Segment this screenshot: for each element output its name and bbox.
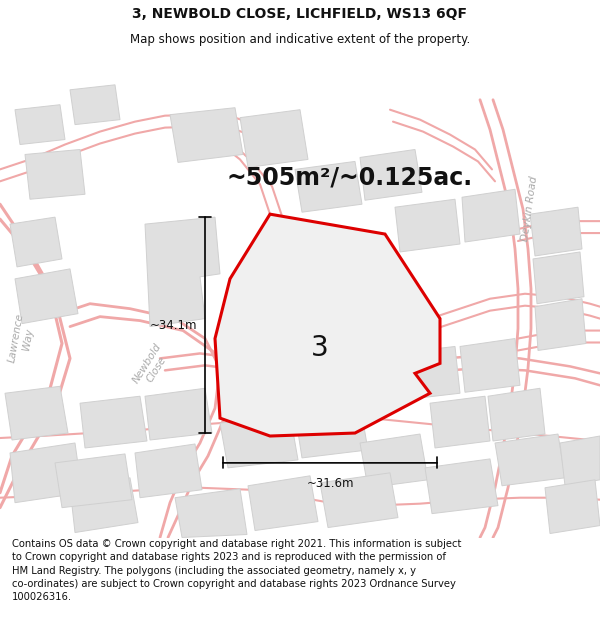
Text: Contains OS data © Crown copyright and database right 2021. This information is : Contains OS data © Crown copyright and d… [12, 539, 461, 602]
Text: ~34.1m: ~34.1m [149, 319, 197, 332]
Text: 3, NEWBOLD CLOSE, LICHFIELD, WS13 6QF: 3, NEWBOLD CLOSE, LICHFIELD, WS13 6QF [133, 7, 467, 21]
Polygon shape [15, 269, 78, 324]
Polygon shape [495, 434, 565, 486]
Polygon shape [145, 388, 212, 440]
Polygon shape [488, 388, 545, 441]
Polygon shape [135, 444, 202, 498]
Polygon shape [260, 279, 325, 334]
Text: Deykin Road: Deykin Road [520, 176, 539, 242]
Polygon shape [170, 107, 243, 162]
Polygon shape [530, 208, 582, 256]
Polygon shape [175, 489, 247, 538]
Text: Map shows position and indicative extent of the property.: Map shows position and indicative extent… [130, 32, 470, 46]
Text: Lawrence
Way: Lawrence Way [7, 312, 37, 365]
Polygon shape [70, 85, 120, 124]
Polygon shape [55, 454, 132, 508]
Polygon shape [395, 199, 460, 252]
Text: Newbold
Close: Newbold Close [131, 341, 173, 391]
Text: ~31.6m: ~31.6m [306, 477, 354, 490]
Polygon shape [460, 339, 520, 392]
Polygon shape [395, 346, 460, 400]
Text: 3: 3 [311, 334, 329, 362]
Polygon shape [10, 443, 82, 503]
Polygon shape [5, 386, 68, 440]
Polygon shape [535, 299, 586, 351]
Text: ~505m²/~0.125ac.: ~505m²/~0.125ac. [227, 166, 473, 189]
Polygon shape [430, 396, 490, 448]
Polygon shape [295, 404, 368, 458]
Polygon shape [10, 217, 62, 267]
Polygon shape [360, 149, 422, 200]
Polygon shape [360, 434, 428, 488]
Polygon shape [545, 480, 600, 534]
Polygon shape [295, 161, 362, 212]
Polygon shape [248, 476, 318, 531]
Polygon shape [15, 105, 65, 144]
Polygon shape [462, 189, 520, 242]
Polygon shape [240, 110, 308, 168]
Polygon shape [215, 214, 440, 436]
Polygon shape [80, 396, 147, 448]
Polygon shape [533, 252, 584, 304]
Polygon shape [310, 304, 368, 354]
Polygon shape [320, 473, 398, 528]
Polygon shape [220, 414, 298, 468]
Polygon shape [560, 436, 600, 486]
Polygon shape [70, 478, 138, 532]
Polygon shape [145, 217, 220, 327]
Polygon shape [25, 149, 85, 199]
Polygon shape [425, 459, 498, 514]
